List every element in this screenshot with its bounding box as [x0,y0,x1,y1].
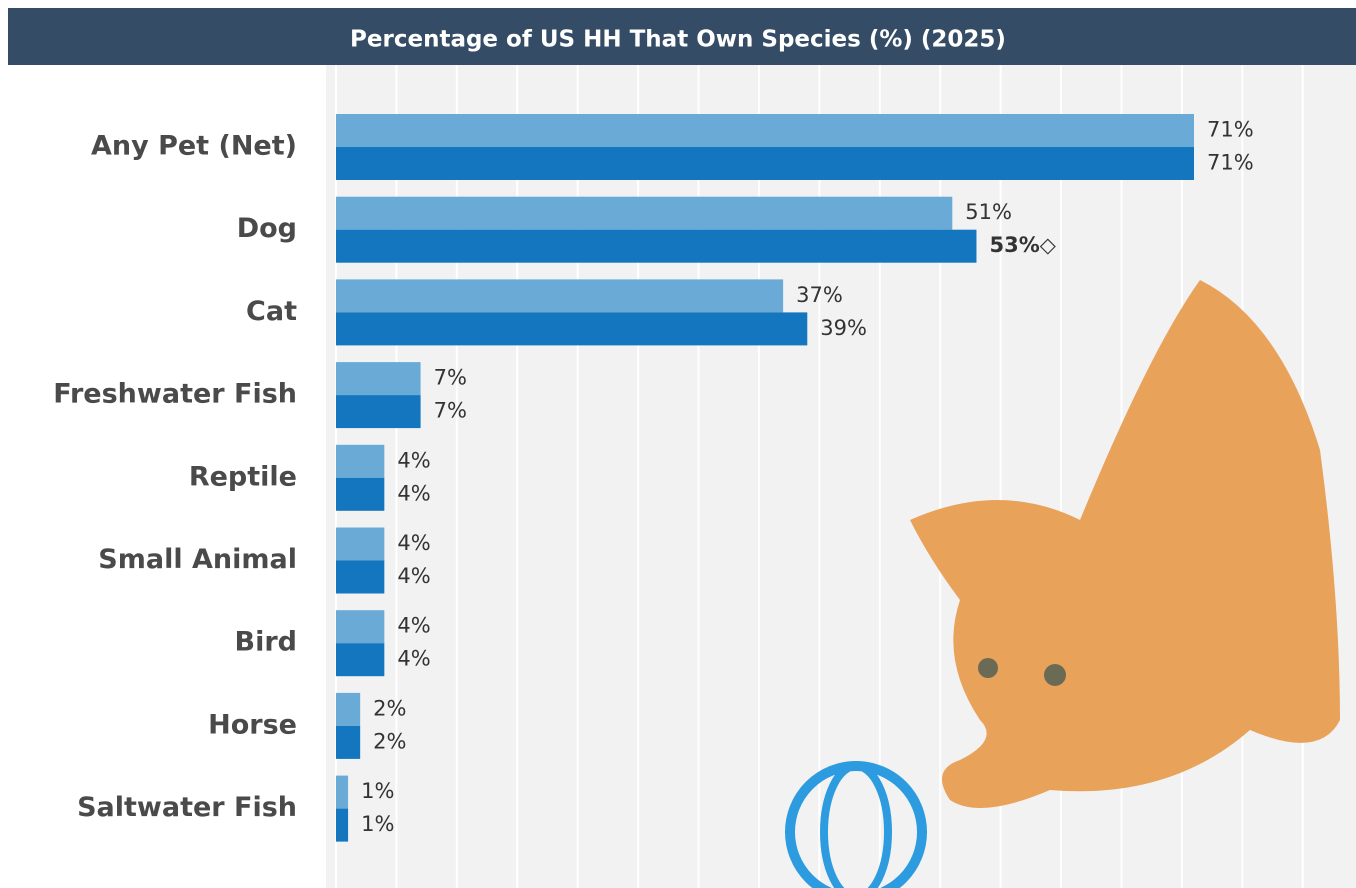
value-label: 7% [434,399,467,423]
kitten-illustration [785,280,1340,888]
category-label: Reptile [189,461,297,492]
value-label: 4% [397,531,430,555]
value-label: 2% [373,696,406,720]
bars: Any Pet (Net) 71% 71% Dog 51% 53%◇ Cat 37% 39% Fr… [53,114,1254,842]
value-label: 4% [397,481,430,505]
kitten [910,280,1340,808]
category-label: Saltwater Fish [77,792,297,823]
value-label: 4% [397,448,430,472]
bar [336,312,808,346]
category-label: Bird [235,627,297,658]
value-label: 1% [361,779,394,803]
value-label: 71% [1207,118,1254,142]
category-label: Freshwater Fish [53,379,297,410]
bar [336,395,421,429]
value-label: 51% [965,200,1012,224]
kitten-eye [1044,664,1066,686]
value-label: 2% [373,729,406,753]
value-label: 53%◇ [989,233,1056,257]
value-label: 39% [820,316,867,340]
bar [336,444,385,478]
bar [336,229,977,263]
value-label: 4% [397,647,430,671]
bar [336,808,349,842]
chart-title: Percentage of US HH That Own Species (%)… [350,27,1006,53]
bar [336,775,349,809]
value-label: 37% [796,283,843,307]
bar [336,643,385,677]
toy-ball-ring [820,762,892,888]
bar [336,362,421,396]
bar [336,527,385,561]
bar [336,477,385,511]
value-label: 71% [1207,151,1254,175]
bar [336,610,385,644]
title-bar [8,8,1356,65]
category-label: Horse [208,709,297,740]
kitten-eye [978,658,998,678]
bar [336,147,1194,180]
value-label: 4% [397,564,430,588]
value-label: 1% [361,812,394,836]
bar [336,196,953,230]
bar [336,692,361,726]
category-label: Dog [237,213,297,244]
value-label: 7% [434,366,467,390]
bar [336,725,361,759]
category-label: Cat [246,296,297,327]
category-label: Small Animal [98,544,297,575]
bar [336,114,1194,147]
bar [336,279,784,313]
value-label: 4% [397,614,430,638]
bar [336,560,385,594]
category-label: Any Pet (Net) [91,131,297,162]
